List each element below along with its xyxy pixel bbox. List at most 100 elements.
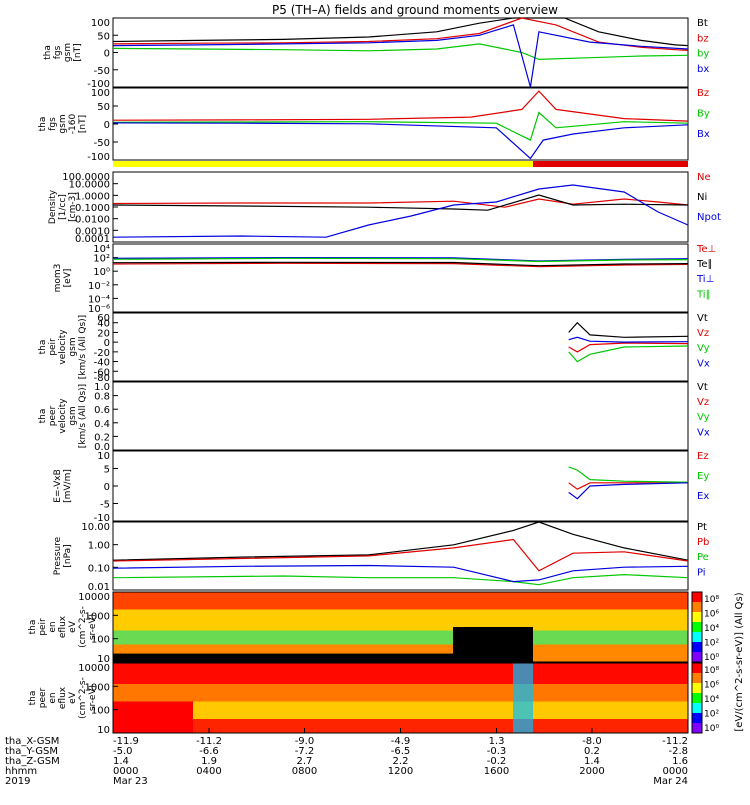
legend-entry: Pe: [697, 552, 709, 563]
y-tick-label: 0.10: [88, 563, 110, 574]
x-tick-label: -0.2: [487, 756, 507, 767]
y-tick-label: 10⁴: [93, 244, 110, 255]
y-axis-label-line: [nT]: [73, 43, 83, 61]
y-tick-label: 1.0000: [75, 191, 110, 202]
colorbar-segment: [692, 713, 702, 724]
y-tick-label: 0.0010: [75, 226, 110, 237]
y-tick-label: 10: [97, 451, 110, 462]
y-tick-label: -50: [94, 66, 110, 77]
y-tick-label: 50: [97, 31, 110, 42]
y-axis-label-line: [nPa]: [63, 544, 73, 567]
panel-frame: [112, 17, 689, 88]
legend-entry: Ex: [697, 491, 709, 502]
y-tick-label: -10: [94, 513, 110, 524]
colorbar-segment: [692, 612, 702, 623]
y-axis-label-line: en: [48, 621, 58, 632]
panel-2: 100 50 0 -50 -100 thafgsgsm-160[nT] Bz By Bx: [38, 87, 710, 163]
chart-title: P5 (TH–A) fields and ground moments over…: [272, 3, 558, 17]
y-tick-label: 1.0: [94, 382, 110, 393]
y-tick-label: -80: [94, 373, 110, 384]
y-tick-label: -5: [100, 500, 110, 511]
colorbar-segment: [692, 592, 702, 603]
y-tick-label: 60: [97, 313, 110, 324]
x-tick-label: 0.2: [584, 746, 600, 757]
y-axis-label-line: [mV/m]: [63, 469, 73, 503]
y-axis-label: thapeerenefluxeV(cm^2-s-sr-eV): [28, 677, 98, 719]
y-axis-label-line: mom3: [53, 264, 63, 293]
legend-entry: Vy: [697, 343, 710, 354]
x-tick-label: -11.2: [662, 736, 688, 747]
x-tick-label: 0000: [113, 766, 138, 777]
series-line-Vz: [568, 342, 689, 353]
y-axis-label-line: (cm^2-s-: [78, 606, 88, 648]
colorbar-segment: [692, 663, 702, 674]
y-tick-label: 100.0000: [62, 172, 110, 183]
y-axis-label-line: [cm-3]: [68, 192, 78, 222]
y-axis-label-line: [nT]: [78, 115, 88, 133]
y-axis-label-line: eV: [68, 620, 78, 633]
y-axis-label-line: tha: [28, 691, 38, 706]
y-tick-label: 10⁻²: [88, 281, 110, 292]
series-line-Bt: [112, 17, 689, 47]
x-tick-label: -11.9: [113, 736, 139, 747]
x-tick-label: -7.2: [295, 746, 315, 757]
y-tick-label: -50: [94, 138, 110, 149]
series-line-bz: [112, 17, 689, 51]
spectrogram-band: [113, 684, 688, 702]
colorbars: 10⁸ 10⁶ 10⁴ 10² 10⁰ 10⁸ 10⁶ 10⁴ 10² 10⁰ [eV/(cm^2-…: [691, 591, 745, 734]
legend-entry: Vt: [697, 313, 708, 324]
legend-entry: Te∥: [696, 259, 713, 270]
panel-frame: [112, 243, 689, 313]
x-row-label: tha_Z-GSM: [5, 756, 60, 767]
y-axis-label-line: peir: [38, 618, 48, 636]
series-line-Vt: [568, 321, 689, 338]
panel-frame: [112, 521, 689, 591]
panel-8: 10.00 1.00 0.10 0.01 Pressure[nPa] Pt Pb Pe Pi: [53, 521, 709, 593]
y-tick-label: 0: [104, 120, 110, 131]
y-tick-label: 0: [104, 338, 110, 349]
y-axis-label-line: eflux: [58, 686, 68, 709]
panels: 100500-50-100thafgsgsm[nT]Btbzbybx100500…: [28, 17, 721, 736]
y-tick-label: 10⁻⁴: [88, 294, 110, 305]
y-axis-label-line: tha: [38, 340, 48, 355]
x-tick-label: 0800: [292, 766, 317, 777]
legend-entry: Ti⊥: [696, 274, 714, 285]
y-axis-label-line: en: [48, 692, 58, 703]
y-axis-label: mom3[eV]: [53, 264, 73, 293]
legend-entry: Pt: [697, 522, 707, 533]
y-tick-label: 0.0100: [75, 215, 110, 226]
panel-3: 100.000010.00001.00000.10000.01000.00100…: [48, 171, 721, 245]
y-axis-label-line: tha: [43, 45, 53, 60]
colorbar-segment: [692, 642, 702, 653]
spectrogram-low: [113, 653, 453, 662]
y-tick-label: 0.2: [94, 432, 110, 443]
y-tick-label: 100: [91, 635, 110, 646]
y-tick-label: 50: [97, 102, 110, 113]
x-tick-label: -8.0: [582, 736, 602, 747]
series-line-Ni: [112, 194, 689, 211]
status-bar-yellow: [113, 161, 533, 167]
y-tick-label: -100: [87, 152, 110, 163]
colorbar-segment: [692, 632, 702, 643]
y-tick-label: -100: [87, 79, 110, 90]
x-tick-label: 2.2: [393, 756, 409, 767]
x-row-label: 2019: [5, 776, 30, 787]
y-axis-label: Density[1/cc][cm-3]: [48, 189, 78, 224]
y-tick-label: 1000: [85, 682, 110, 693]
legend-entry: Vx: [697, 358, 710, 369]
y-axis-label-line: (cm^2-s-: [78, 677, 88, 719]
y-axis-label: thapeirvelocitygsm[km/s (All Qs)]: [38, 315, 88, 379]
series-line-by: [112, 43, 689, 61]
y-tick-label: 10⁰: [93, 267, 110, 278]
legend-entry: Ey: [697, 471, 709, 482]
legend-entry: bz: [697, 33, 709, 44]
y-tick-label: 10⁻⁶: [88, 304, 110, 315]
x-axis: tha_X-GSM -11.9 -11.2 -9.0 -4.9 1.3 -8.0 -11.2 t…: [5, 728, 689, 787]
legend-entry: Vz: [697, 328, 709, 339]
y-tick-label: 100: [91, 18, 110, 29]
y-axis-label-line: E=-VxB: [53, 469, 63, 503]
legend-entry: Ti∥: [696, 289, 711, 300]
legend-entry: Ez: [697, 451, 709, 462]
legend-entry: Ni: [697, 192, 707, 203]
